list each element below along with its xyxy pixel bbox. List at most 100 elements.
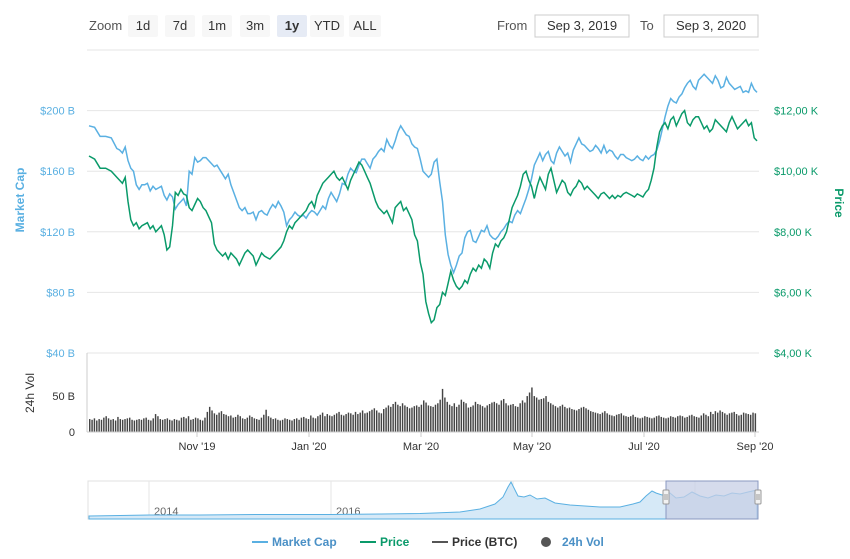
- zoom-button-label: YTD: [314, 18, 340, 33]
- navigator-left-handle[interactable]: [662, 489, 670, 505]
- volume-bar: [352, 414, 354, 432]
- volume-bar: [634, 416, 637, 432]
- volume-bar: [164, 419, 166, 432]
- x-tick-label: Jan '20: [291, 441, 326, 453]
- market-cap-tick-label: $160 B: [40, 166, 75, 178]
- volume-bar: [601, 412, 604, 432]
- volume-bar: [220, 411, 223, 432]
- volume-bar: [114, 420, 117, 432]
- volume-bar: [561, 404, 564, 432]
- volume-bar: [89, 419, 91, 432]
- volume-bar: [241, 418, 244, 432]
- volume-bar: [107, 418, 110, 432]
- volume-bar: [491, 402, 493, 432]
- price-tick-label: $12,00 K: [774, 106, 819, 118]
- volume-bar: [119, 419, 122, 432]
- volume-bar: [467, 407, 470, 432]
- navigator-selected-range[interactable]: [665, 480, 759, 520]
- volume-bar: [679, 415, 681, 432]
- legend-item-price-btc[interactable]: Price (BTC): [432, 535, 517, 549]
- zoom-1d-button[interactable]: 1d: [128, 15, 158, 37]
- volume-bar: [552, 404, 554, 432]
- volume-bar: [133, 420, 136, 432]
- volume-bar: [550, 403, 552, 432]
- volume-bar: [493, 401, 496, 432]
- volume-bar: [658, 415, 660, 432]
- volume-bar: [385, 407, 387, 432]
- volume-bar: [568, 407, 571, 432]
- volume-bar: [479, 404, 481, 432]
- volume-bar: [615, 414, 618, 432]
- volume-bar: [620, 413, 623, 432]
- volume-bar: [291, 420, 293, 432]
- zoom-1y-button[interactable]: 1y: [277, 15, 307, 37]
- volume-axis-title: 24h Vol: [23, 373, 37, 413]
- navigator-right-handle[interactable]: [754, 489, 762, 505]
- volume-bar: [702, 413, 705, 432]
- zoom-3m-button[interactable]: 3m: [240, 15, 270, 37]
- volume-bar: [575, 410, 578, 432]
- volume-bar: [684, 417, 686, 432]
- volume-bar: [319, 414, 321, 432]
- volume-bar: [495, 403, 498, 432]
- price-line: [88, 109, 758, 325]
- volume-bar: [112, 419, 114, 432]
- volume-bar: [611, 415, 613, 432]
- legend-item-price[interactable]: Price: [360, 535, 410, 549]
- volume-bar: [599, 414, 601, 432]
- to-date-input[interactable]: Sep 3, 2020: [663, 14, 759, 38]
- price-axis-title: Price: [832, 188, 846, 218]
- volume-bar: [557, 407, 559, 432]
- volume-bar: [204, 417, 206, 432]
- market-cap-tick-label: $80 B: [46, 287, 75, 299]
- volume-bar: [653, 417, 655, 432]
- volume-bar: [505, 403, 507, 432]
- volume-bar: [208, 406, 211, 432]
- volume-bar: [96, 420, 98, 432]
- volume-bar: [533, 396, 535, 432]
- zoom-all-button[interactable]: ALL: [349, 15, 381, 37]
- volume-tick-label: $40 B: [46, 348, 75, 360]
- zoom-7d-button[interactable]: 7d: [165, 15, 195, 37]
- volume-bar: [267, 416, 270, 432]
- volume-bar: [380, 413, 383, 432]
- volume-bar: [286, 419, 289, 432]
- volume-tick-label: 0: [69, 427, 75, 439]
- to-label: To: [640, 18, 654, 33]
- volume-bar: [733, 411, 735, 432]
- from-date-input[interactable]: Sep 3, 2019: [534, 14, 630, 38]
- volume-bar: [462, 401, 465, 432]
- volume-bar: [519, 403, 521, 432]
- zoom-1m-button[interactable]: 1m: [202, 15, 232, 37]
- navigator[interactable]: 2014201620182020: [87, 480, 762, 520]
- volume-bar: [477, 403, 479, 432]
- volume-bar: [383, 409, 385, 432]
- zoom-ytd-button[interactable]: YTD: [310, 15, 344, 37]
- volume-bar: [404, 405, 406, 432]
- volume-bar: [128, 417, 131, 432]
- volume-bar: [677, 416, 679, 432]
- zoom-button-label: 3m: [246, 18, 264, 33]
- volume-bar: [632, 414, 634, 432]
- legend-item-24h-vol[interactable]: 24h Vol: [541, 535, 604, 549]
- volume-bar: [260, 417, 263, 432]
- volume-bar: [300, 417, 303, 432]
- market-cap-axis-title: Market Cap: [13, 168, 27, 233]
- volume-bar: [321, 412, 324, 432]
- volume-bar: [434, 404, 437, 432]
- volume-bar: [406, 406, 408, 432]
- volume-bar: [700, 415, 702, 432]
- volume-bar: [545, 396, 547, 432]
- volume-bar: [731, 412, 733, 432]
- volume-bar: [408, 408, 411, 432]
- volume-bar: [604, 411, 606, 432]
- volume-bar: [378, 412, 380, 432]
- volume-bar: [714, 411, 717, 432]
- volume-bar: [622, 415, 625, 432]
- volume-bar: [698, 417, 700, 432]
- volume-bar: [270, 417, 272, 432]
- legend-item-market-cap[interactable]: Market Cap: [252, 535, 337, 549]
- volume-bar: [347, 412, 350, 432]
- volume-bar: [216, 414, 218, 432]
- volume-bar: [253, 418, 256, 432]
